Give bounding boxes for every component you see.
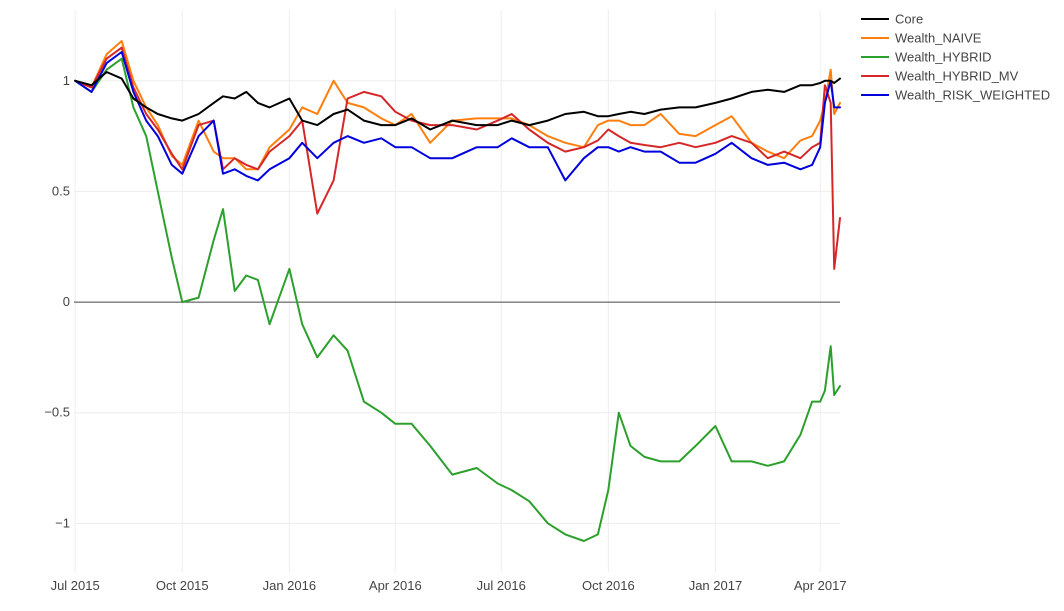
legend[interactable]: Core Wealth_NAIVE Wealth_HYBRID Wealth_HYBR…: [861, 12, 1050, 103]
legend-item-wealth-risk-weighted[interactable]: Wealth_RISK_WEIGHTED: [861, 88, 1050, 103]
y-tick-label: −0.5: [44, 405, 70, 420]
legend-label: Wealth_HYBRID: [895, 50, 992, 65]
plot-area: [74, 40, 841, 542]
y-tick-label: 0.5: [52, 183, 70, 198]
x-tick-label: Jan 2017: [689, 578, 743, 593]
series-line-wealth-risk-weighted: [74, 51, 841, 182]
y-tick-label: 0: [63, 294, 70, 309]
x-tick-label: Oct 2015: [156, 578, 209, 593]
x-tick-label: Apr 2016: [369, 578, 422, 593]
series-line-wealth-hybrid-mv: [74, 46, 841, 270]
grid: [74, 10, 840, 572]
legend-item-wealth-naive[interactable]: Wealth_NAIVE: [861, 31, 982, 46]
legend-item-core[interactable]: Core: [861, 12, 923, 27]
legend-label: Wealth_HYBRID_MV: [895, 69, 1019, 84]
x-tick-label: Jul 2016: [477, 578, 526, 593]
x-tick-label: Jan 2016: [263, 578, 317, 593]
legend-item-wealth-hybrid-mv[interactable]: Wealth_HYBRID_MV: [861, 69, 1019, 84]
y-axis: 1 0.5 0 −0.5 −1: [44, 73, 70, 531]
legend-label: Core: [895, 12, 923, 27]
y-tick-label: 1: [63, 73, 70, 88]
legend-label: Wealth_NAIVE: [895, 31, 982, 46]
series-line-core: [74, 71, 841, 131]
series-line-wealth-hybrid: [74, 57, 841, 542]
legend-label: Wealth_RISK_WEIGHTED: [895, 88, 1050, 103]
legend-item-wealth-hybrid[interactable]: Wealth_HYBRID: [861, 50, 992, 65]
x-tick-label: Apr 2017: [794, 578, 847, 593]
x-tick-label: Jul 2015: [51, 578, 100, 593]
x-axis: Jul 2015 Oct 2015 Jan 2016 Apr 2016 Jul 2016…: [51, 578, 847, 593]
y-tick-label: −1: [55, 515, 70, 530]
x-tick-label: Oct 2016: [582, 578, 635, 593]
